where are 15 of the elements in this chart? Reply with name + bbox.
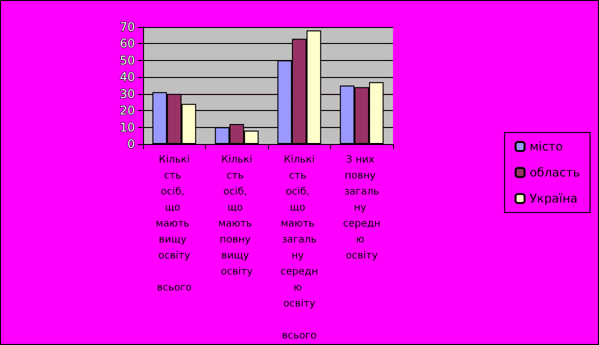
y-tick-label: 40 — [120, 70, 135, 84]
y-tick-label: 50 — [120, 53, 135, 68]
legend-label: область — [530, 166, 580, 180]
y-tick-label: 0 — [127, 137, 135, 151]
legend-label: Україна — [530, 192, 578, 206]
y-tick-label: 70 — [120, 20, 135, 34]
legend-label: місто — [530, 140, 563, 154]
category-label: Кількість осіб, що мають загальну середню освіту всього — [280, 154, 318, 342]
y-tick-label: 60 — [120, 36, 135, 51]
x-tick-label: Кількість осіб, що мають повну вищу освіту — [218, 154, 256, 278]
y-tick-label: 10 — [120, 120, 135, 134]
x-tick-label: З них повну загальну середню освіту — [342, 154, 381, 262]
category-label: Кількість осіб, що мають вищу освіту всього — [156, 154, 192, 294]
y-tick-label: 20 — [120, 104, 135, 118]
y-tick-label: 30 — [120, 86, 135, 101]
